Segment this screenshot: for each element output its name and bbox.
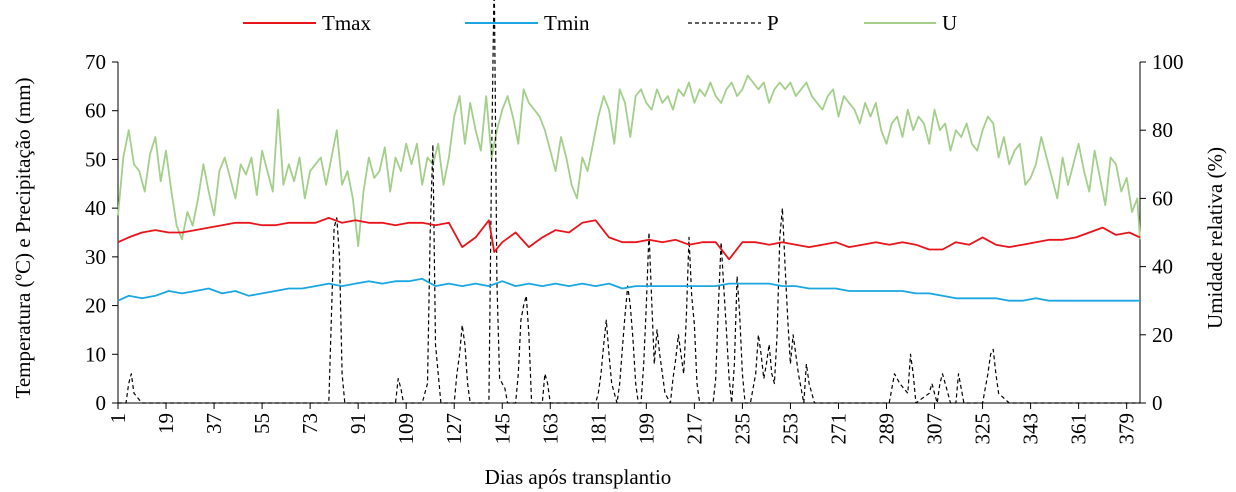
y-left-tick-label: 60 [85, 99, 106, 123]
x-tick-label: 91 [346, 413, 370, 434]
y-left-tick-label: 40 [85, 196, 106, 220]
legend-label-tmin: Tmin [544, 11, 590, 35]
x-tick-label: 271 [826, 413, 850, 445]
x-tick-label: 37 [202, 413, 226, 434]
legend-label-tmax: Tmax [322, 11, 371, 35]
y-right-tick-label: 80 [1152, 118, 1173, 142]
series-group [117, 0, 1141, 404]
legend: Tmax Tmin P U [243, 11, 957, 35]
legend-label-p: P [767, 11, 779, 35]
x-tick-label: 127 [442, 413, 466, 445]
x-tick-label: 289 [875, 413, 899, 445]
y-right-tick-label: 40 [1152, 255, 1173, 279]
series-line-tmin [117, 277, 1140, 302]
x-axis-title: Dias após transplantio [485, 465, 672, 489]
axes [117, 62, 1141, 404]
x-tick-label: 253 [778, 413, 802, 445]
x-tick-label: 55 [250, 413, 274, 434]
y-left-tick-label: 0 [96, 391, 107, 415]
y-right-tick-label: 20 [1152, 323, 1173, 347]
y-axis-title-left: Temperatura (ºC) e Precipitação (mm) [11, 77, 35, 398]
y-left-tick-label: 30 [85, 245, 106, 269]
x-tick-label: 235 [730, 413, 754, 445]
x-tick-label: 199 [634, 413, 658, 445]
y-right-tick-label: 100 [1152, 50, 1184, 74]
x-tick-label: 19 [154, 413, 178, 434]
y-left-tick-label: 70 [85, 50, 106, 74]
x-tick-label: 361 [1067, 413, 1091, 445]
x-tick-label: 343 [1019, 413, 1043, 445]
x-tick-label: 379 [1115, 413, 1139, 445]
tick-labels: 0 10 20 30 40 50 60 70 0 20 40 60 80 100 1 19 37 55 73 91 10… [85, 50, 1184, 445]
y-right-tick-label: 60 [1152, 186, 1173, 210]
x-tick-label: 307 [923, 413, 947, 445]
x-tick-label: 217 [682, 413, 706, 445]
series-line-tmax [117, 217, 1141, 261]
legend-label-u: U [942, 11, 957, 35]
y-left-tick-label: 50 [85, 147, 106, 171]
series-line-u [117, 74, 1141, 247]
x-tick-label: 325 [971, 413, 995, 445]
x-tick-label: 1 [106, 413, 130, 424]
x-tick-label: 145 [490, 413, 514, 445]
y-axis-title-right: Umidade relativa (%) [1203, 147, 1227, 329]
x-tick-label: 73 [298, 413, 322, 434]
x-tick-label: 109 [394, 413, 418, 445]
y-right-tick-label: 0 [1152, 391, 1163, 415]
x-tick-label: 181 [586, 413, 610, 445]
y-left-tick-label: 10 [85, 342, 106, 366]
y-left-tick-label: 20 [85, 294, 106, 318]
series-line-p [118, 0, 1140, 404]
x-tick-label: 163 [538, 413, 562, 445]
